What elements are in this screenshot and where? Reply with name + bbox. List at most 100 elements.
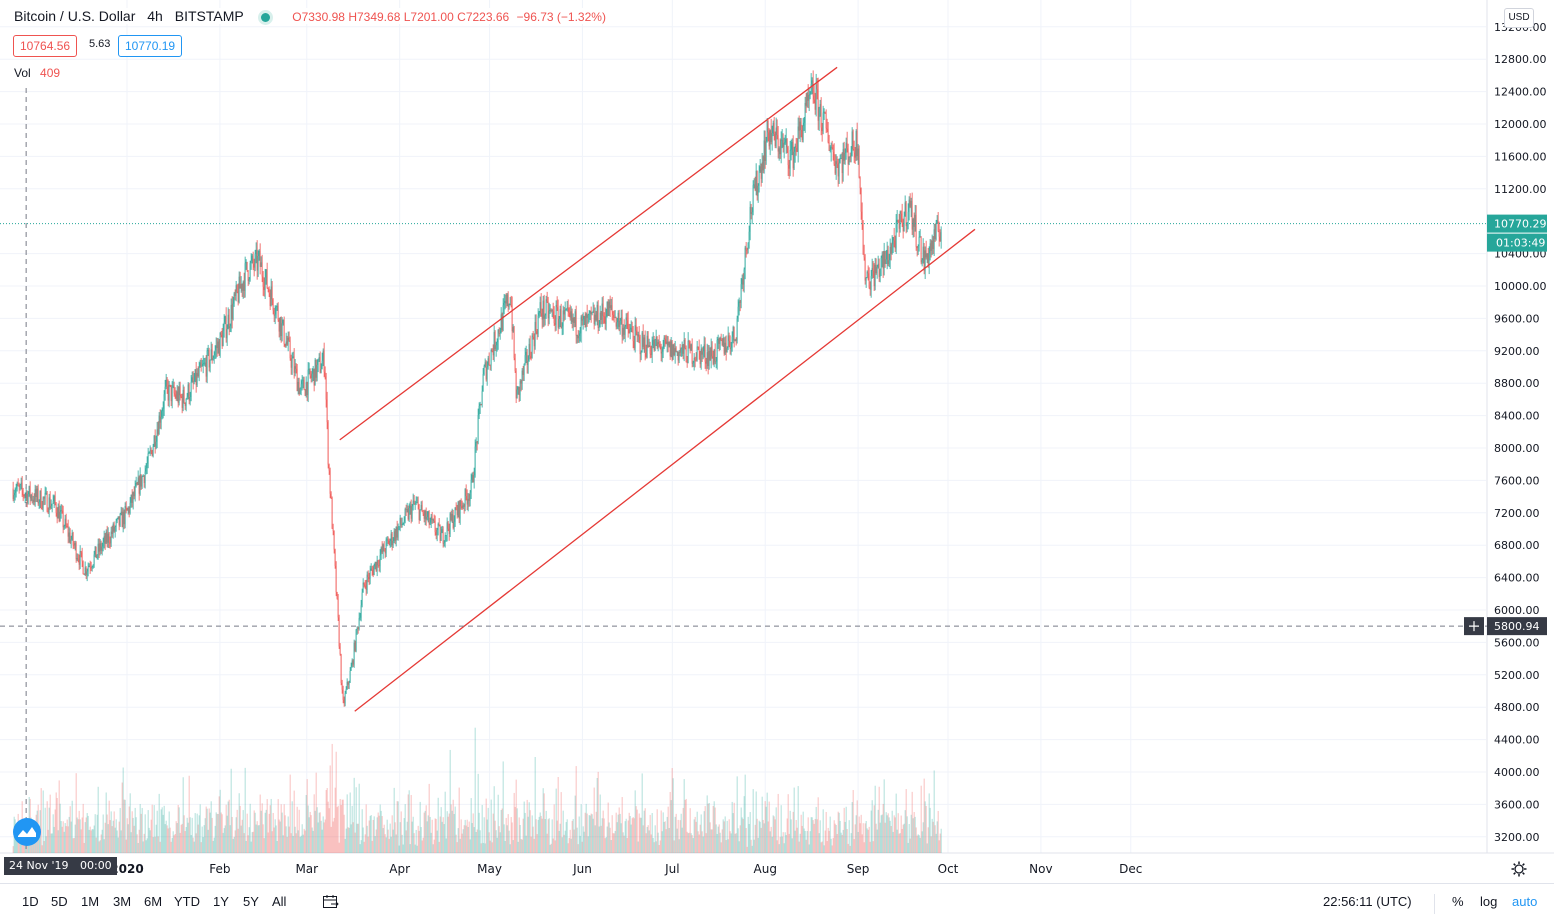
- candle-body: [364, 584, 366, 586]
- candle: [839, 154, 841, 164]
- candle-body: [865, 277, 867, 281]
- volume-bar: [461, 833, 463, 853]
- candle: [418, 503, 420, 524]
- volume-bar: [786, 818, 788, 853]
- volume-bar: [935, 833, 937, 853]
- candle-body: [915, 214, 917, 247]
- candle: [479, 401, 481, 414]
- volume-bar: [214, 825, 216, 853]
- currency-button[interactable]: USD: [1504, 8, 1534, 28]
- candle-body: [492, 351, 494, 356]
- volume-bar: [210, 801, 212, 853]
- candle-body: [47, 511, 49, 513]
- interval-label[interactable]: 4h: [147, 8, 163, 24]
- candle: [188, 382, 190, 405]
- candle: [515, 368, 517, 404]
- candle: [484, 358, 486, 368]
- candle: [366, 571, 368, 594]
- auto-toggle[interactable]: auto: [1512, 894, 1538, 909]
- volume-bar: [65, 826, 67, 853]
- volume-bar: [648, 830, 650, 853]
- candle: [726, 346, 728, 353]
- time-axis[interactable]: 2020 Feb Mar Apr May Jun Jul Aug Sep Oct Nov Dec: [110, 862, 1142, 876]
- candle-body: [809, 94, 811, 96]
- percent-toggle[interactable]: %: [1452, 894, 1464, 909]
- volume-bar: [516, 808, 518, 853]
- candle: [900, 210, 902, 223]
- candle: [672, 344, 674, 360]
- volume-bar: [208, 808, 210, 853]
- volume-bar: [54, 809, 56, 853]
- candle: [513, 325, 515, 361]
- candle-body: [566, 307, 568, 310]
- candle: [456, 504, 458, 519]
- timeframe-button-1d[interactable]: 1D: [22, 894, 39, 909]
- candle: [274, 305, 276, 325]
- candle-body: [391, 533, 393, 546]
- candle: [687, 332, 689, 364]
- volume-bar: [375, 829, 377, 853]
- candle: [410, 499, 412, 524]
- utc-clock[interactable]: 22:56:11 (UTC): [1323, 894, 1412, 909]
- volume-bar: [86, 813, 88, 853]
- candle: [604, 307, 606, 330]
- timeframe-button-ytd[interactable]: YTD: [174, 894, 200, 909]
- price-tick-label: 5600.00: [1494, 636, 1540, 649]
- candle: [785, 128, 787, 154]
- candle-body: [40, 491, 42, 509]
- volume-bar: [181, 823, 183, 853]
- candle-body: [576, 335, 578, 336]
- timeframe-button-5d[interactable]: 5D: [51, 894, 68, 909]
- volume-legend[interactable]: Vol 409: [14, 66, 60, 80]
- timeframe-button-1y[interactable]: 1Y: [213, 894, 229, 909]
- timeframe-button-all[interactable]: All: [272, 894, 287, 909]
- ask-price-box[interactable]: 10770.19: [118, 35, 183, 57]
- volume-bar: [651, 813, 653, 853]
- tradingview-logo-icon[interactable]: [13, 818, 41, 846]
- candle-body: [30, 495, 32, 499]
- candle-body: [123, 511, 125, 525]
- candle: [906, 222, 908, 233]
- candle-body: [883, 251, 885, 269]
- volume-bar: [43, 841, 45, 853]
- candle: [617, 310, 619, 330]
- candle: [802, 118, 804, 143]
- candle-body: [872, 267, 874, 271]
- candle: [433, 514, 435, 523]
- candle: [819, 99, 821, 117]
- timeframe-button-3m[interactable]: 3M: [113, 894, 132, 909]
- candle: [477, 408, 479, 445]
- price-axis[interactable]: 3200.003600.004000.004400.004800.005200.…: [1464, 21, 1547, 844]
- volume-bar: [325, 790, 327, 853]
- timeframe-button-6m[interactable]: 6M: [144, 894, 163, 909]
- candle: [31, 492, 33, 504]
- candle: [275, 305, 277, 319]
- trendlines[interactable]: [0, 66, 1487, 853]
- candle: [153, 434, 155, 448]
- bid-price-box[interactable]: 10764.56: [13, 35, 78, 57]
- candle-body: [256, 249, 258, 271]
- candle: [527, 355, 529, 374]
- volume-bar: [680, 813, 682, 853]
- chart-settings-gear-icon[interactable]: [1510, 860, 1528, 883]
- log-toggle[interactable]: log: [1480, 894, 1498, 909]
- timeframe-button-5y[interactable]: 5Y: [243, 894, 259, 909]
- timeframe-button-1m[interactable]: 1M: [81, 894, 100, 909]
- candle: [419, 509, 421, 521]
- candle: [408, 503, 410, 522]
- volume-bar: [91, 829, 93, 853]
- candle: [720, 333, 722, 342]
- candle-body: [786, 138, 788, 148]
- volume-bar: [397, 801, 399, 853]
- trendline[interactable]: [339, 66, 838, 441]
- candle-body: [461, 506, 463, 509]
- candle-body: [369, 570, 371, 580]
- date-range-icon[interactable]: [322, 894, 340, 914]
- candle: [380, 546, 382, 561]
- candle-body: [402, 524, 404, 525]
- volume-bar: [228, 799, 230, 853]
- volume-bar: [189, 817, 191, 853]
- volume-bar: [766, 792, 768, 853]
- trendline[interactable]: [354, 228, 976, 712]
